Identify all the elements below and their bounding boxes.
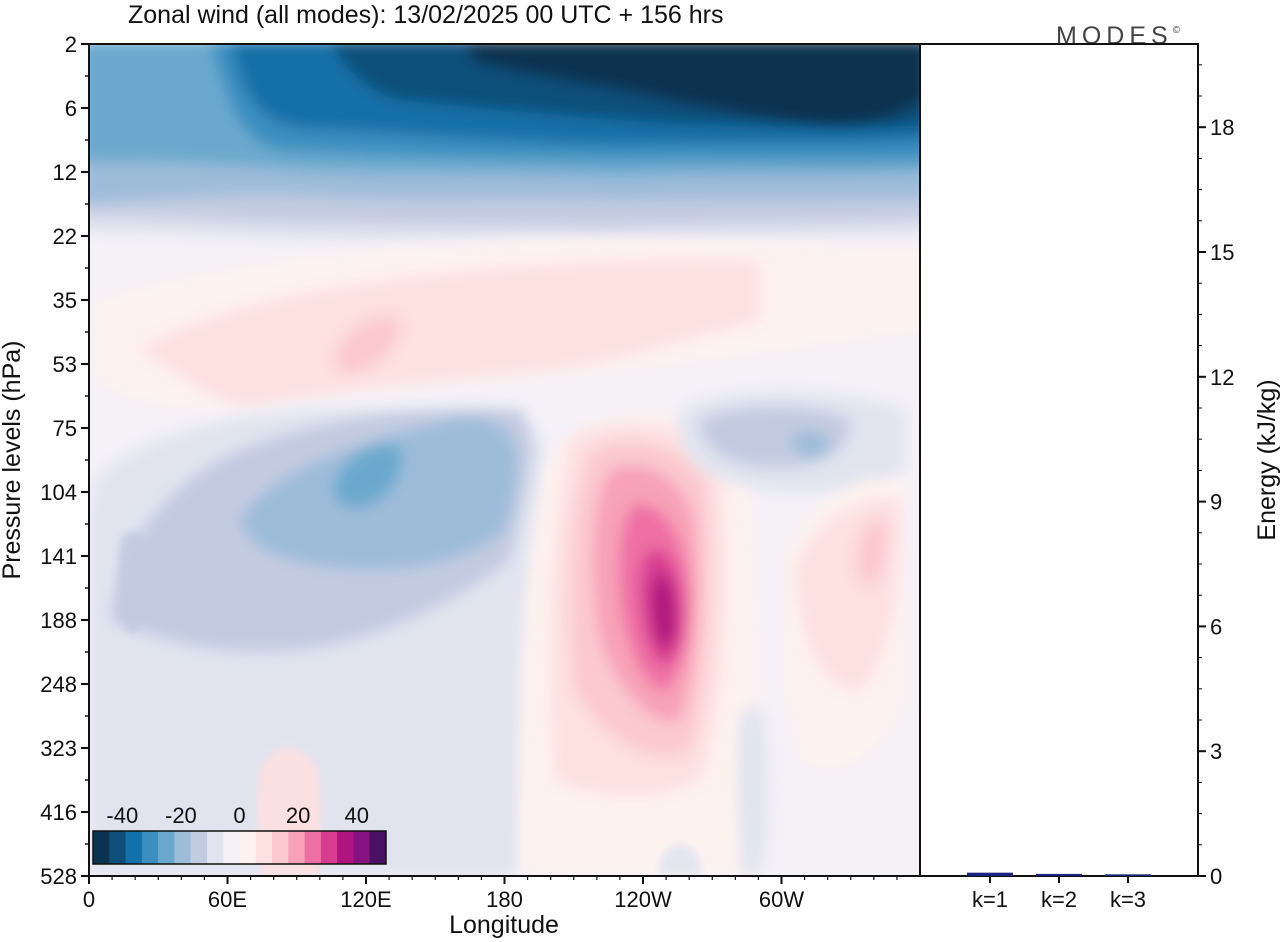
energy-tick-label: 6 — [1210, 614, 1222, 639]
colorbar-swatch — [337, 831, 354, 864]
y-tick-label: 53 — [53, 352, 77, 377]
y-tick-label: 141 — [40, 544, 77, 569]
colorbar-swatch — [353, 831, 371, 864]
colorbar-swatch — [223, 831, 240, 864]
colorbar-swatch — [158, 831, 175, 864]
neg-medblue — [333, 444, 403, 509]
chart-title: Zonal wind (all modes): 13/02/2025 00 UT… — [128, 1, 723, 29]
y-tick-label: 22 — [53, 224, 77, 249]
energy-bar — [1036, 873, 1082, 876]
energy-panel-frame — [919, 43, 1199, 877]
y-axis-label: Pressure levels (hPa) — [0, 341, 26, 580]
band-darkest — [470, 44, 920, 127]
colorbar-swatch — [272, 831, 289, 864]
jet-6 — [651, 574, 676, 647]
colorbar-swatch — [320, 831, 338, 864]
energy-category-label: k=2 — [1041, 887, 1077, 912]
colorbar-label: 20 — [286, 803, 310, 828]
colorbar-swatch — [109, 831, 127, 864]
x-axis-label: Longitude — [449, 911, 559, 939]
stratosphere-bands — [89, 44, 920, 240]
energy-tick-label: 15 — [1210, 240, 1234, 265]
logo-copyright: © — [1173, 25, 1185, 36]
x-axis: 0 60E 120E 180 120W 60W — [83, 876, 898, 912]
y-tick-label: 323 — [40, 736, 77, 761]
upper-positive-band — [95, 239, 920, 410]
colorbar-swatch — [239, 831, 257, 864]
x-tick-label: 0 — [83, 887, 95, 912]
colorbar-swatch — [93, 831, 110, 864]
energy-bar — [967, 872, 1013, 876]
colorbar-swatch — [369, 831, 387, 864]
energy-bar — [1105, 874, 1151, 876]
left-negative-region — [89, 407, 546, 876]
y-tick-label: 2 — [65, 32, 77, 57]
energy-tick-label: 12 — [1210, 365, 1234, 390]
colorbar-swatch — [288, 831, 306, 864]
colorbar-swatch — [190, 831, 208, 864]
detail-strip-c — [660, 844, 700, 876]
x-tick-label: 180 — [486, 887, 523, 912]
x-tick-label: 120E — [340, 887, 391, 912]
colorbar-label: -20 — [165, 803, 197, 828]
energy-category-label: k=1 — [972, 887, 1008, 912]
energy-bars: k=1 k=2 k=3 — [967, 872, 1151, 912]
colorbar-label: 0 — [233, 803, 245, 828]
x-tick-label: 60W — [759, 887, 804, 912]
y-tick-label: 416 — [40, 800, 77, 825]
pos-band-core — [335, 317, 400, 374]
right-pos-core — [856, 518, 887, 586]
y-tick-label: 188 — [40, 608, 77, 633]
colorbar-swatch — [304, 831, 322, 864]
energy-tick-label: 3 — [1210, 739, 1222, 764]
heatmap-field — [89, 44, 920, 876]
y-axis: 2 6 12 22 35 53 75 104 141 188 248 323 416 528 — [40, 32, 89, 889]
colorbar-label: 40 — [344, 803, 368, 828]
energy-category-label: k=3 — [1110, 887, 1146, 912]
y-tick-label: 6 — [65, 96, 77, 121]
colorbar-swatch — [255, 831, 273, 864]
y-tick-label: 104 — [40, 480, 77, 505]
y-tick-label: 75 — [53, 416, 77, 441]
right-features — [678, 391, 905, 876]
colorbar-swatch — [206, 831, 224, 864]
central-jet — [518, 412, 760, 876]
colorbar: -40 -20 0 20 40 — [92, 803, 387, 865]
y-tick-label: 12 — [53, 160, 77, 185]
y-tick-label: 528 — [40, 864, 77, 889]
x-tick-label: 120W — [614, 887, 672, 912]
colorbar-label: -40 — [106, 803, 138, 828]
energy-tick-label: 18 — [1210, 115, 1234, 140]
energy-axis-label: Energy (kJ/kg) — [1253, 379, 1280, 540]
energy-tick-label: 0 — [1210, 864, 1222, 889]
y-tick-label: 248 — [40, 672, 77, 697]
colorbar-swatch — [174, 831, 192, 864]
pos-band-mid — [140, 260, 760, 405]
x-tick-label: 60E — [208, 887, 247, 912]
right-neg-blue — [790, 430, 830, 459]
energy-axis: 0 3 6 9 12 15 18 — [1198, 64, 1234, 889]
y-tick-label: 35 — [53, 288, 77, 313]
colorbar-frame — [92, 830, 387, 865]
colorbar-swatch — [141, 831, 159, 864]
energy-tick-label: 9 — [1210, 490, 1222, 515]
lower-neg-strip — [737, 705, 769, 876]
detail-strip-a — [118, 531, 153, 634]
colorbar-swatch — [125, 831, 143, 864]
